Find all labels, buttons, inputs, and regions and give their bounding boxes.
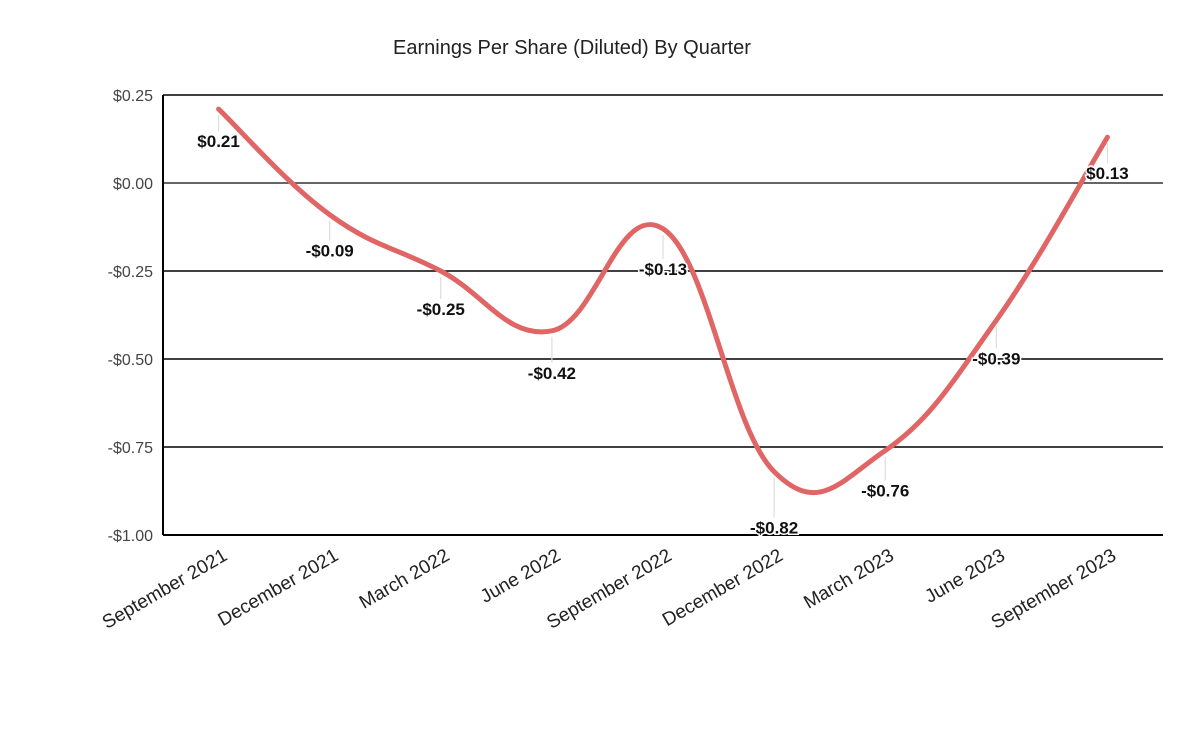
eps-line-series [216,106,1110,495]
y-tick-label: -$0.50 [108,352,153,369]
y-tick-label: -$0.25 [108,264,153,281]
data-label: -$0.39 [972,349,1020,368]
y-tick-label: -$0.75 [108,440,153,457]
data-label: -$0.76 [861,482,909,501]
y-tick-label: -$1.00 [108,528,153,545]
data-label: -$0.13 [639,260,687,279]
data-label: -$0.42 [528,364,576,383]
x-tick-label: September 2022 [543,545,675,633]
data-label: -$0.09 [306,242,354,261]
data-label-leaders [217,115,1109,518]
data-label: $0.13 [1086,164,1129,183]
chart-title: Earnings Per Share (Diluted) By Quarter [393,37,751,59]
y-tick-label: $0.25 [113,88,153,105]
x-tick-label: June 2022 [477,545,564,608]
y-tick-label: $0.00 [113,176,153,193]
data-labels: $0.21 -$0.09 -$0.25 -$0.42 -$0.13 -$0.82 -$0.7… [196,131,1130,540]
x-tick-label: September 2021 [99,545,231,633]
data-label: -$0.25 [417,300,465,319]
data-label: $0.21 [197,132,240,151]
data-label: -$0.82 [750,519,798,538]
x-tick-label: December 2022 [659,545,787,631]
gridlines [162,94,1163,536]
x-tick-label: June 2023 [921,545,1008,608]
x-tick-label: March 2022 [356,545,453,613]
x-tick-label: December 2021 [215,545,343,631]
x-tick-label: March 2023 [800,545,897,613]
y-axis-ticks: $0.25 $0.00 -$0.25 -$0.50 -$0.75 -$1.00 [108,88,153,545]
x-tick-label: September 2023 [988,545,1120,633]
